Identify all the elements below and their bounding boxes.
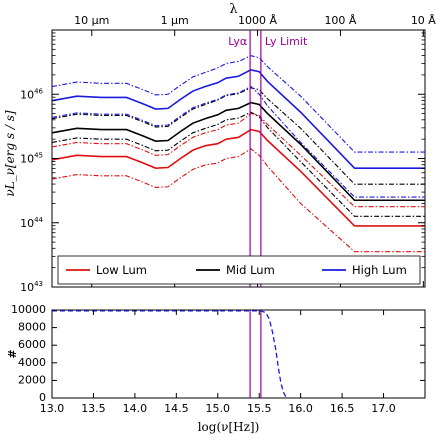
top-tick-label: 1 μm [161,14,189,27]
legend-label: Low Lum [96,263,147,277]
top-tick-label: 10 Å [411,14,436,27]
y-tick-label: 1043 [20,280,43,294]
top-tick-label: 100 Å [324,14,356,27]
y-tick-label: 2000 [18,373,46,386]
x-tick-label: 16.5 [330,402,355,415]
vline-label-lya: Lyα [228,35,247,48]
series-line-low-lum-upper [51,112,425,208]
top-axis-label: λ [229,2,237,17]
x-tick-label: 15.0 [206,402,231,415]
y-tick-label: 1045 [20,152,43,166]
x-tick-label: 17.0 [371,402,396,415]
series-line-mid-lum-upper [51,87,425,185]
legend-label: Mid Lum [226,263,275,277]
y-tick-label: 0 [39,391,46,404]
x-tick-label: 15.5 [247,402,272,415]
y-tick-label: 8000 [18,321,46,334]
y-tick-label: 1046 [20,87,43,101]
bottom-plot-frame [51,309,426,399]
vline-label-ly-limit: Ly Limit [265,35,308,48]
series-line-mid-lum-lower [51,111,425,217]
x-tick-label: 14.5 [164,402,189,415]
x-tick-label: 13.0 [40,402,65,415]
x-axis-label: log(ν[Hz]) [198,420,260,434]
series-line-high-lum-lower [51,85,425,198]
top-y-axis-label: νL_ν[erg s / s] [3,110,17,197]
top-tick-label: 1000 Å [238,14,277,27]
bottom-y-axis-label: # [6,349,19,358]
y-tick-label: 1044 [20,216,43,230]
legend-label: High Lum [352,263,407,277]
top-tick-label: 10 μm [74,14,109,27]
y-tick-label: 4000 [18,356,46,369]
y-tick-label: 10000 [11,303,46,316]
series-line-low-lum-lower [51,148,425,253]
bottom-panel: 0 2000 4000 6000 8000 10000 13.0 13.5 14.0 14.5 15… [6,303,426,434]
x-tick-label: 16.0 [288,402,313,415]
series-line-high-lum [51,68,425,169]
count-line [52,310,290,399]
top-plot-frame [51,29,426,288]
y-tick-label: 6000 [18,338,46,351]
series-line-high-lum-upper [51,55,425,153]
x-tick-label: 14.0 [123,402,148,415]
x-tick-label: 13.5 [81,402,106,415]
top-panel: Lyα Ly Limit 10 μm 1 μm 1000 Å 100 Å 10 Å λ 1043… [3,2,436,294]
series-line-low-lum [51,128,425,227]
legend-box [57,255,421,285]
series-line-mid-lum [51,101,425,202]
